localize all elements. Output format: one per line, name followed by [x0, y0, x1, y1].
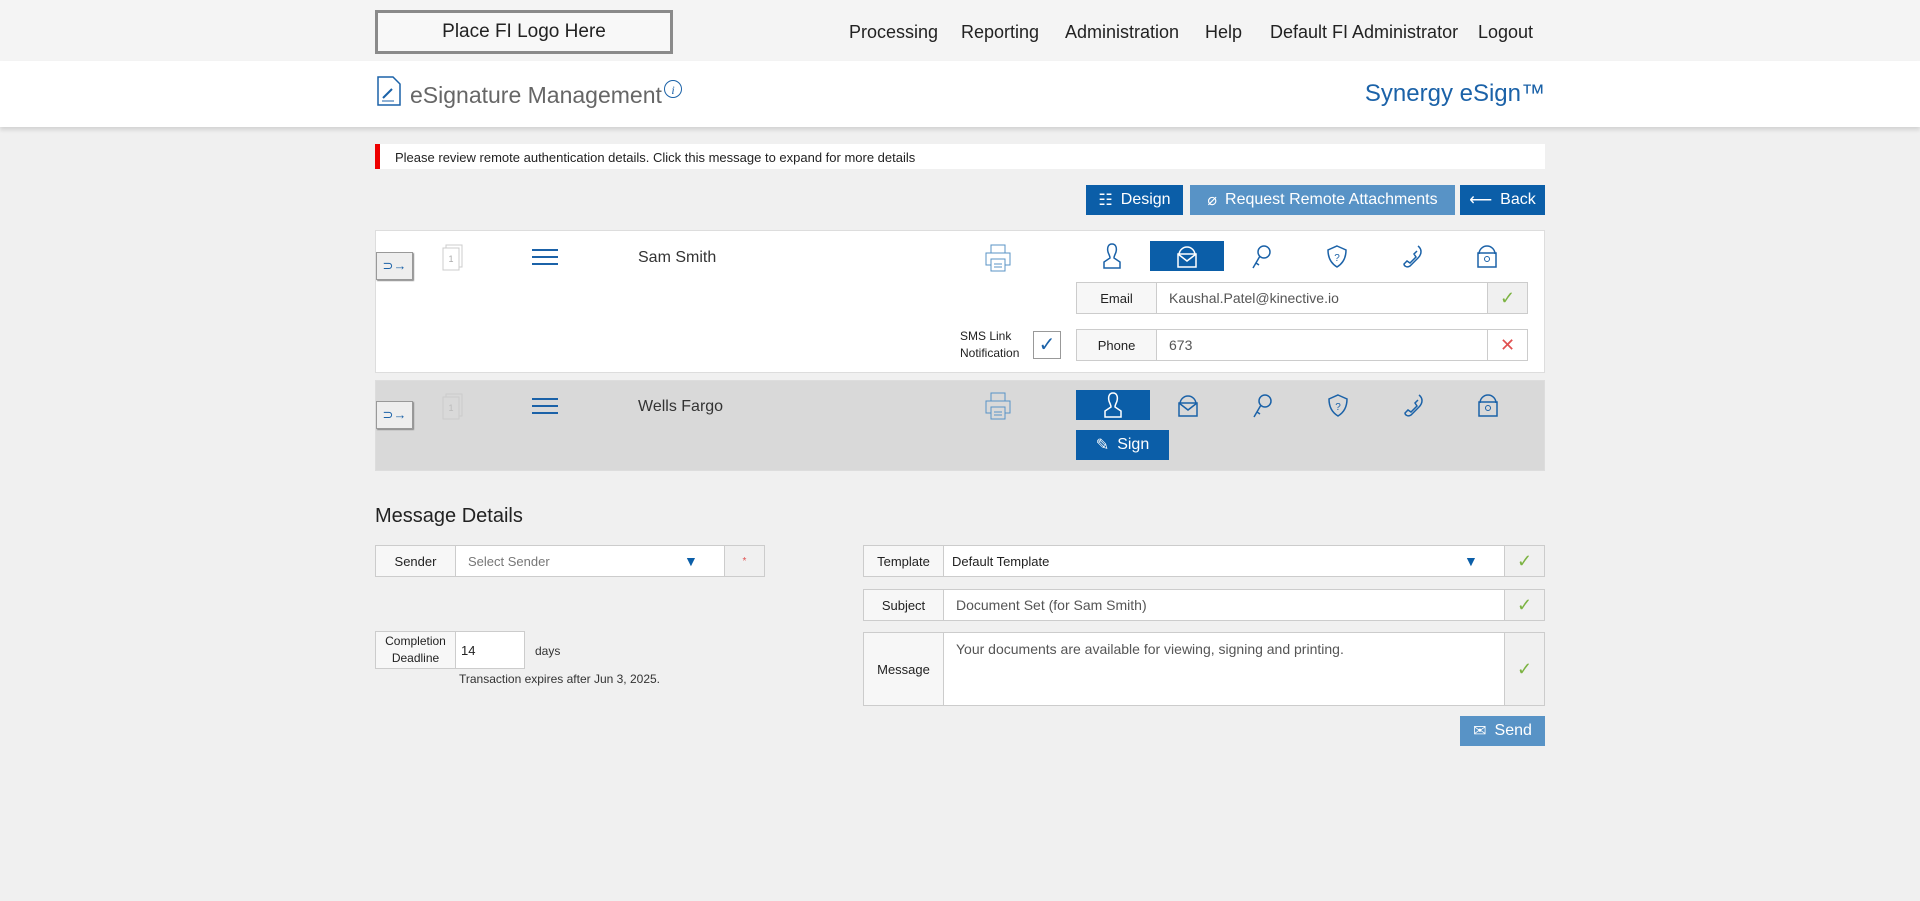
cloud-id-icon — [1477, 245, 1497, 268]
security-question-auth-button[interactable]: ? — [1301, 390, 1375, 420]
sender-select[interactable]: Sender Select Sender ▼ * — [375, 545, 765, 577]
phone-input[interactable]: 673 — [1169, 337, 1193, 353]
email-auth-button[interactable] — [1150, 241, 1224, 271]
auth-methods: ? — [1076, 390, 1525, 420]
routing-toggle-button[interactable]: ⊃→ — [376, 401, 413, 429]
check-icon: ✓ — [1487, 283, 1527, 313]
in-person-auth-button[interactable] — [1075, 241, 1149, 271]
id-auth-button[interactable] — [1450, 241, 1524, 271]
subject-field: Subject Document Set (for Sam Smith) ✓ — [863, 589, 1545, 621]
logo-placeholder[interactable]: Place FI Logo Here — [375, 10, 673, 54]
x-icon: ✕ — [1487, 330, 1527, 360]
person-icon — [1103, 243, 1121, 269]
arrow-left-icon: ⟵ — [1469, 192, 1493, 209]
cloud-key-icon — [1252, 245, 1271, 269]
request-attachments-button[interactable]: ⌀ Request Remote Attachments — [1190, 185, 1455, 215]
dropdown-arrow-icon: ▼ — [1464, 553, 1478, 569]
check-icon: ✓ — [1504, 633, 1544, 705]
paperclip-icon: ⌀ — [1207, 192, 1218, 209]
nav-user[interactable]: Default FI Administrator — [1270, 22, 1459, 42]
nav-logout[interactable]: Logout — [1478, 22, 1534, 42]
envelope-icon: ✉ — [1473, 723, 1487, 740]
cloud-id-icon — [1478, 394, 1498, 417]
email-input[interactable]: Kaushal.Patel@kinective.io — [1169, 290, 1339, 306]
id-auth-button[interactable] — [1451, 390, 1525, 420]
phone-field: Phone 673 ✕ — [1076, 329, 1528, 361]
nav-reporting[interactable]: Reporting — [961, 22, 1040, 42]
cloud-phone-icon — [1403, 245, 1422, 268]
email-field: Email Kaushal.Patel@kinective.io ✓ — [1076, 282, 1528, 314]
expiry-note: Transaction expires after Jun 3, 2025. — [459, 672, 660, 686]
brand-name: Synergy eSign™ — [1364, 80, 1545, 107]
sms-checkbox[interactable]: ✓ — [1033, 331, 1061, 359]
menu-icon[interactable] — [531, 248, 559, 266]
svg-text:1: 1 — [448, 403, 453, 413]
security-question-auth-button[interactable]: ? — [1300, 241, 1374, 271]
alert-message[interactable]: Please review remote authentication deta… — [375, 144, 1545, 169]
signer-row — [375, 380, 1545, 471]
subject-input[interactable]: Document Set (for Sam Smith) — [956, 597, 1147, 613]
svg-text:i: i — [671, 83, 674, 97]
sign-button[interactable]: ✎ Sign — [1076, 430, 1169, 460]
design-button[interactable]: ☷ Design — [1086, 185, 1183, 215]
email-auth-button[interactable] — [1151, 390, 1225, 420]
route-icon: ⊃→ — [382, 407, 407, 422]
svg-text:?: ? — [1334, 253, 1340, 264]
days-label: days — [535, 644, 561, 658]
check-icon: ✓ — [1504, 590, 1544, 620]
phone-auth-button[interactable] — [1375, 241, 1449, 271]
design-icon: ☷ — [1098, 192, 1113, 209]
cloud-phone-icon — [1404, 394, 1423, 417]
print-icon[interactable] — [983, 243, 1013, 273]
header-band — [0, 61, 1920, 127]
cloud-shield-icon: ? — [1328, 394, 1348, 417]
print-icon[interactable] — [983, 391, 1013, 421]
back-button[interactable]: ⟵ Back — [1460, 185, 1545, 215]
cloud-email-icon — [1178, 395, 1198, 417]
route-icon: ⊃→ — [382, 258, 407, 273]
page-title: eSignature Management — [410, 82, 662, 108]
signer-name: Sam Smith — [638, 249, 717, 266]
check-icon: ✓ — [1504, 546, 1544, 576]
kba-auth-button[interactable] — [1226, 390, 1300, 420]
pen-icon: ✎ — [1095, 437, 1110, 454]
menu-icon[interactable] — [531, 397, 559, 415]
phone-auth-button[interactable] — [1376, 390, 1450, 420]
in-person-auth-button[interactable] — [1076, 390, 1150, 420]
person-icon — [1104, 392, 1122, 418]
cloud-key-icon — [1253, 394, 1272, 418]
routing-toggle-button[interactable]: ⊃→ — [376, 252, 413, 280]
completion-deadline-field: Completion Deadline 14 — [375, 631, 525, 669]
document-count-icon: 1 — [442, 393, 463, 420]
cloud-shield-icon: ? — [1327, 245, 1347, 268]
message-textarea[interactable]: Your documents are available for viewing… — [956, 641, 1344, 657]
section-heading: Message Details — [375, 505, 523, 527]
send-button[interactable]: ✉ Send — [1460, 716, 1545, 746]
deadline-input[interactable]: 14 — [461, 642, 476, 658]
required-indicator: * — [724, 546, 764, 576]
document-count-icon: 1 — [442, 244, 463, 271]
auth-methods: ? — [1075, 241, 1524, 271]
info-icon[interactable]: i — [663, 79, 683, 99]
svg-text:?: ? — [1335, 402, 1341, 413]
top-bar — [0, 0, 1920, 61]
nav-help[interactable]: Help — [1205, 22, 1243, 42]
nav-administration[interactable]: Administration — [1065, 22, 1180, 42]
nav-processing[interactable]: Processing — [849, 22, 939, 42]
sms-label: SMS Link Notification — [960, 329, 1020, 360]
kba-auth-button[interactable] — [1225, 241, 1299, 271]
cloud-email-icon — [1177, 246, 1197, 268]
svg-text:1: 1 — [448, 254, 453, 264]
signer-name: Wells Fargo — [638, 398, 724, 415]
dropdown-arrow-icon: ▼ — [684, 553, 698, 569]
template-select[interactable]: Template Default Template ▼ ✓ — [863, 545, 1545, 577]
message-field: Message Your documents are available for… — [863, 632, 1545, 706]
document-sign-icon — [377, 76, 401, 106]
